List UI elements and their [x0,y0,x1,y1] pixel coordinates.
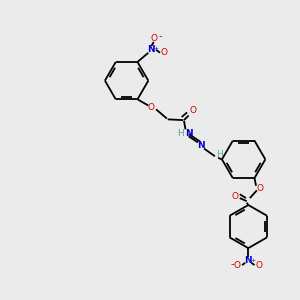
Text: -: - [158,32,162,42]
Text: N: N [244,256,252,265]
Text: N: N [148,45,155,54]
Text: H: H [216,150,223,159]
Text: H: H [178,129,184,138]
Text: +: + [153,46,159,51]
Text: N: N [197,141,205,150]
Text: O: O [190,106,197,116]
Text: +: + [250,258,256,263]
Text: O: O [232,192,238,201]
Text: O: O [148,103,155,112]
Text: N: N [185,129,192,138]
Text: -: - [230,259,234,269]
Text: O: O [150,34,157,43]
Text: O: O [160,48,167,57]
Text: O: O [256,184,263,193]
Text: O: O [256,261,263,270]
Text: O: O [234,261,241,270]
